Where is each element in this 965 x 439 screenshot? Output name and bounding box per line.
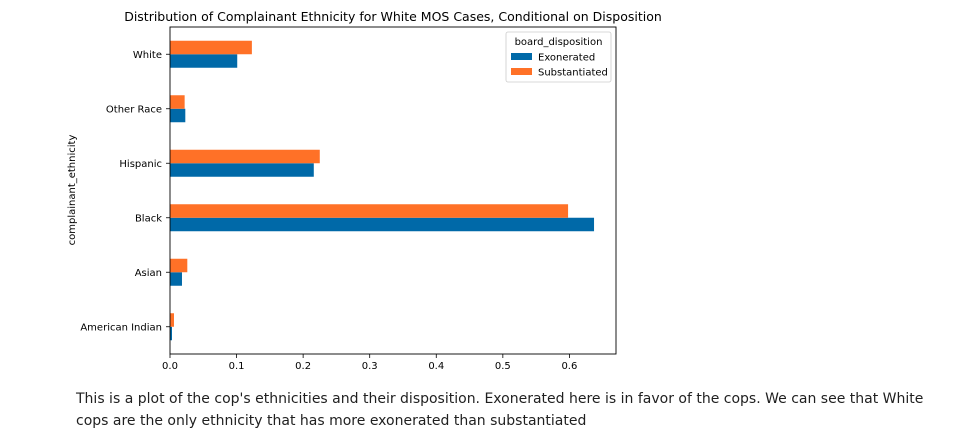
bar-substantiated-american-indian [170,313,174,327]
x-tick-label: 0.3 [362,361,378,372]
bar-exonerated-white [170,54,238,68]
chart-title: Distribution of Complainant Ethnicity fo… [124,9,662,24]
x-tick-label: 0.2 [295,361,311,372]
bar-exonerated-black [170,217,595,232]
y-axis-label: complainant_ethnicity [67,135,78,246]
legend: board_disposition Exonerated Substantiated [505,31,612,83]
caption-text: This is a plot of the cop's ethnicities … [76,391,924,429]
bar-substantiated-hispanic [170,149,320,164]
y-tick-label-white: White [133,50,162,61]
legend-label-exonerated: Exonerated [538,53,595,64]
plot-frame [169,26,617,355]
y-tick-label-hispanic: Hispanic [119,159,162,170]
y-tick-label-black: Black [135,213,162,224]
y-tick-label-american-indian: American Indian [80,322,162,333]
bar-exonerated-other-race [170,108,186,123]
x-tick-label: 0.6 [561,361,577,372]
bar-substantiated-white [170,40,252,55]
bar-exonerated-asian [170,272,182,286]
y-tick-label-asian: Asian [135,268,162,279]
legend-label-substantiated: Substantiated [538,68,608,79]
legend-swatch-substantiated [511,68,532,75]
legend-swatch-exonerated [511,53,532,60]
x-tick-label: 0.0 [162,361,178,372]
bar-substantiated-black [170,204,569,218]
legend-box [505,31,612,83]
plot-area: White Other Race Hispanic Black Asian America… [80,40,595,372]
chart: Distribution of Complainant Ethnicity fo… [67,9,662,372]
x-tick-label: 0.5 [495,361,511,372]
bar-exonerated-american-indian [170,326,172,341]
bar-substantiated-other-race [170,95,185,109]
x-tick-label: 0.4 [428,361,444,372]
bar-substantiated-asian [170,258,188,273]
y-tick-label-other-race: Other Race [106,104,162,115]
legend-title: board_disposition [515,37,603,48]
bar-exonerated-hispanic [170,163,314,177]
x-tick-label: 0.1 [229,361,245,372]
